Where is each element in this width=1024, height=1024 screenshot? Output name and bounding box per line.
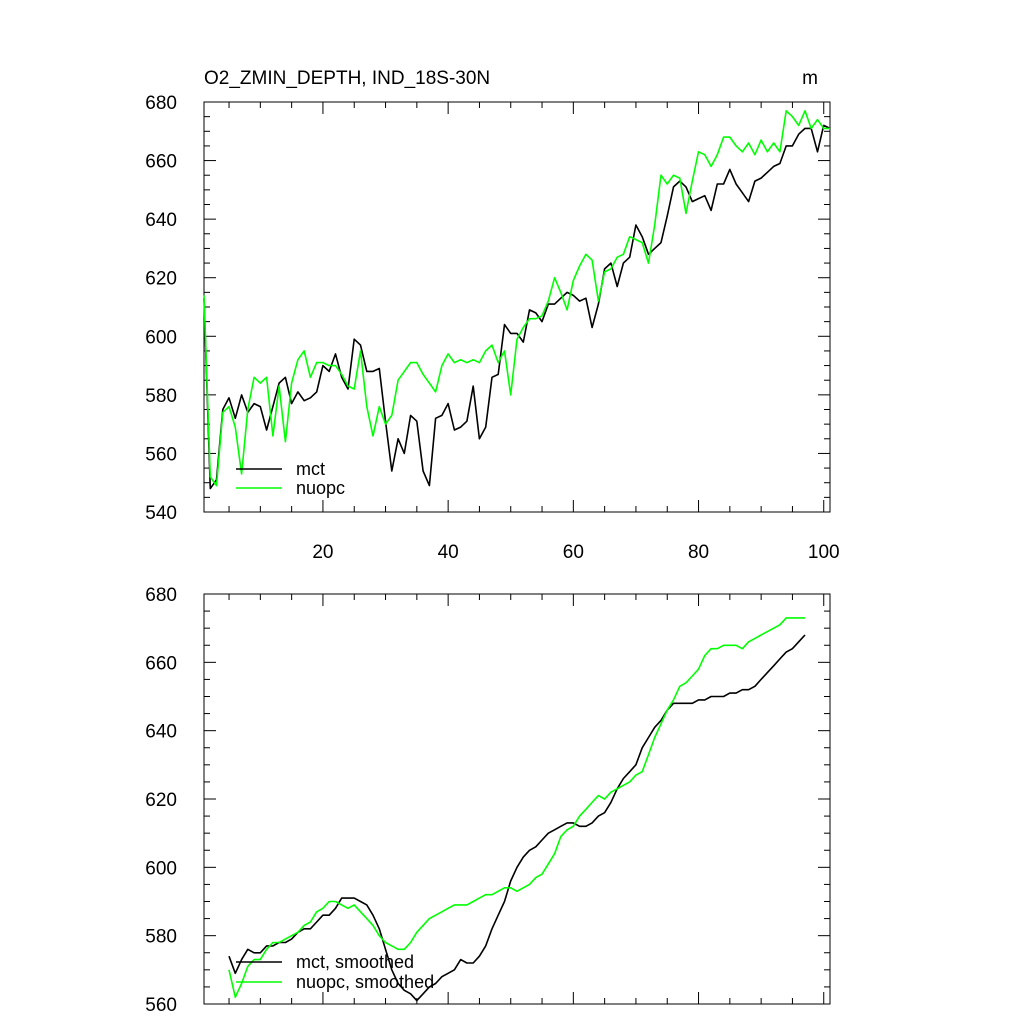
series-line-mct-smoothed (228, 634, 806, 1002)
y-tick-label: 620 (145, 269, 177, 290)
y-tick-label: 660 (145, 653, 177, 674)
x-tick-label: 20 (312, 542, 333, 563)
y-tick-label: 620 (145, 790, 177, 811)
x-tick-label: 100 (808, 542, 840, 563)
plot-frame (203, 101, 831, 513)
y-tick-label: 580 (145, 386, 177, 407)
y-tick-label: 580 (145, 927, 177, 948)
y-tick-label: 660 (145, 152, 177, 173)
legend-label-nuopc: nuopc (296, 478, 345, 498)
y-tick-label: 680 (145, 93, 177, 114)
y-tick-label: 560 (145, 444, 177, 465)
y-tick-label: 680 (145, 585, 177, 606)
y-tick-label: 600 (145, 327, 177, 348)
legend-label-mct: mct (296, 459, 325, 479)
legend-label-nuopc-smoothed: nuopc, smoothed (296, 972, 434, 992)
x-tick-label: 40 (438, 542, 459, 563)
top-panel: O2_ZMIN_DEPTH, IND_18S-30N m 20 40 60 80 100… (145, 68, 839, 563)
units-label: m (802, 68, 818, 89)
y-tick-label: 640 (145, 210, 177, 231)
bottom-panel: 560 580 600 620 640 660 680 mct, smoothednuopc,… (145, 585, 831, 1016)
x-tick-label: 60 (563, 542, 584, 563)
plot-frame (203, 593, 831, 1005)
y-tick-label: 600 (145, 858, 177, 879)
series-line-nuopc (203, 110, 830, 487)
series-line-mct (203, 124, 831, 490)
x-tick-label: 80 (688, 542, 709, 563)
y-tick-label: 540 (145, 503, 177, 524)
legend-label-mct-smoothed: mct, smoothed (296, 952, 414, 972)
series-line-nuopc-smoothed (228, 617, 805, 999)
y-tick-label: 560 (145, 995, 177, 1016)
panel-title: O2_ZMIN_DEPTH, IND_18S-30N (204, 68, 490, 89)
y-tick-label: 640 (145, 722, 177, 743)
